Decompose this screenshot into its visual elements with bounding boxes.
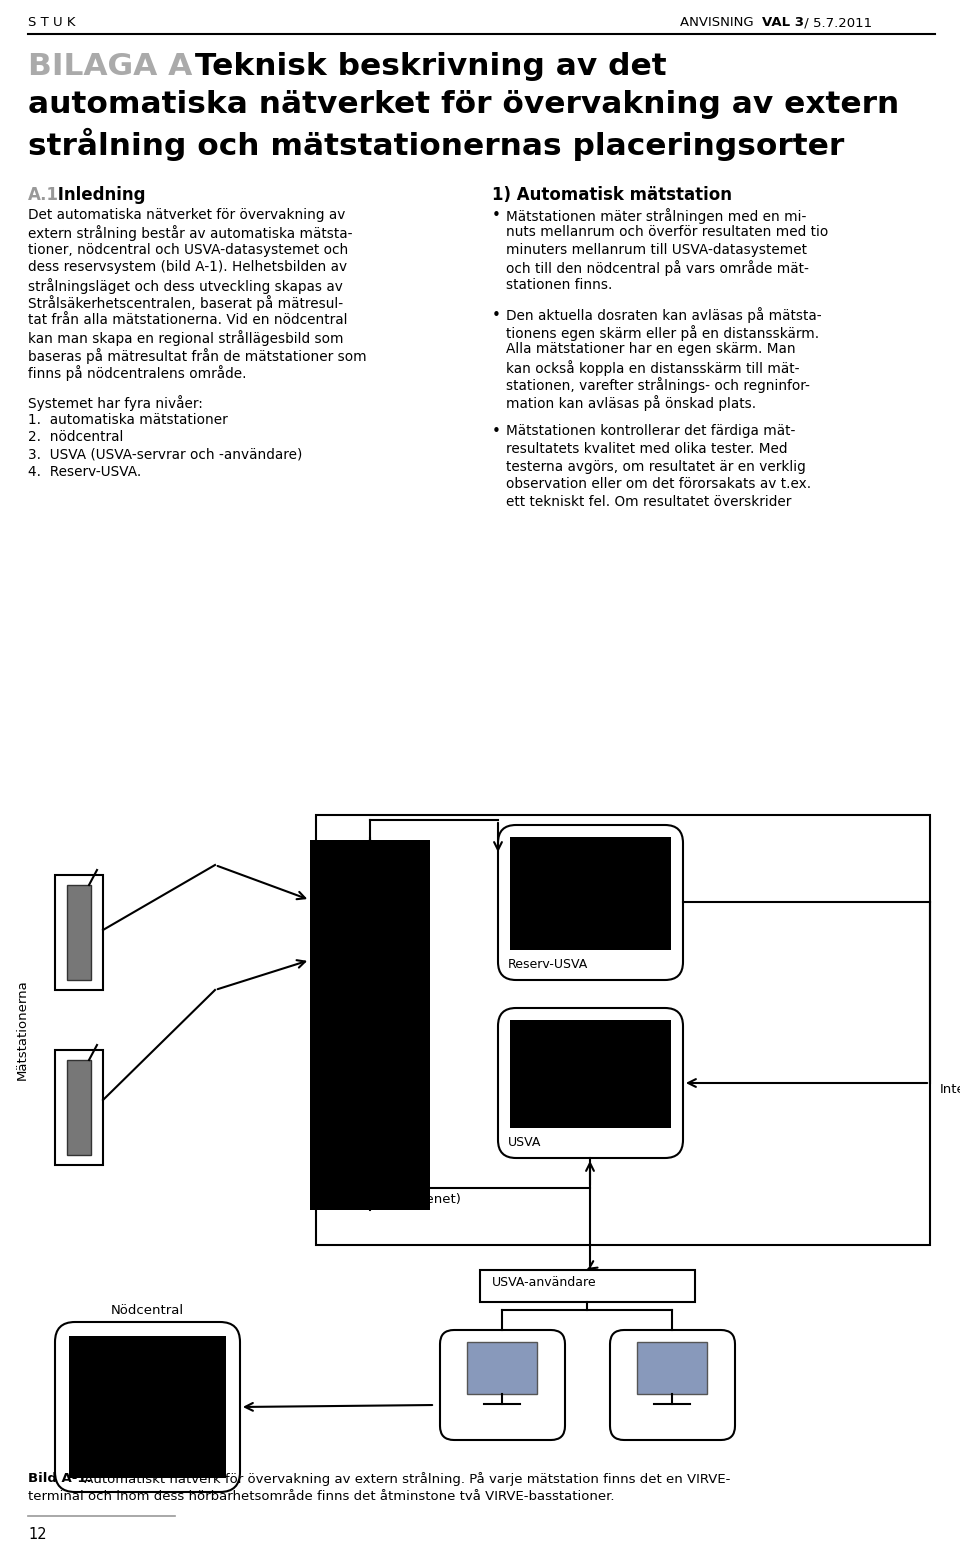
- Text: Teknisk beskrivning av det: Teknisk beskrivning av det: [195, 52, 666, 81]
- Bar: [55, 874, 103, 990]
- Text: Den aktuella dosraten kan avläsas på mätsta-: Den aktuella dosraten kan avläsas på mät…: [506, 308, 822, 324]
- Bar: [316, 815, 930, 1245]
- Text: 1.  automatiska mätstationer: 1. automatiska mätstationer: [28, 413, 228, 427]
- Text: / 5.7.2011: / 5.7.2011: [800, 16, 872, 30]
- Text: Automatiskt nätverk för övervakning av extern strålning. På varje mätstation fin: Automatiskt nätverk för övervakning av e…: [80, 1472, 731, 1486]
- Text: 4.  Reserv-USVA.: 4. Reserv-USVA.: [28, 465, 141, 479]
- Text: mation kan avläsas på önskad plats.: mation kan avläsas på önskad plats.: [506, 396, 756, 411]
- Text: Mätstationerna: Mätstationerna: [15, 979, 29, 1081]
- Text: 1) Automatisk mätstation: 1) Automatisk mätstation: [492, 186, 732, 203]
- Text: •: •: [492, 424, 501, 439]
- Bar: [510, 837, 671, 949]
- Text: minuters mellanrum till USVA-datasystemet: minuters mellanrum till USVA-datasysteme…: [506, 242, 807, 256]
- Bar: [67, 885, 91, 981]
- Text: Reserv-USVA: Reserv-USVA: [508, 959, 588, 971]
- Text: nuts mellanrum och överför resultaten med tio: nuts mellanrum och överför resultaten me…: [506, 225, 828, 239]
- Text: Inledning: Inledning: [52, 186, 146, 203]
- Text: observation eller om det förorsakats av t.ex.: observation eller om det förorsakats av …: [506, 477, 811, 491]
- Text: 2.  nödcentral: 2. nödcentral: [28, 430, 124, 444]
- Text: strålning och mätstationernas placeringsorter: strålning och mätstationernas placerings…: [28, 128, 844, 161]
- FancyBboxPatch shape: [55, 1322, 240, 1492]
- FancyBboxPatch shape: [610, 1329, 735, 1440]
- Text: ett tekniskt fel. Om resultatet överskrider: ett tekniskt fel. Om resultatet överskri…: [506, 494, 791, 508]
- Text: stationen, varefter strålnings- och regninfor-: stationen, varefter strålnings- och regn…: [506, 377, 810, 394]
- Text: USVA: USVA: [508, 1135, 541, 1150]
- Text: •: •: [492, 208, 501, 224]
- Text: Mätstationen mäter strålningen med en mi-: Mätstationen mäter strålningen med en mi…: [506, 208, 806, 224]
- Text: tat från alla mätstationerna. Vid en nödcentral: tat från alla mätstationerna. Vid en nöd…: [28, 313, 348, 327]
- Text: VAL 3: VAL 3: [762, 16, 804, 30]
- Text: Bild A-1.: Bild A-1.: [28, 1472, 91, 1484]
- Text: A.1: A.1: [28, 186, 59, 203]
- Bar: [510, 1020, 671, 1128]
- Text: kan också koppla en distansskärm till mät-: kan också koppla en distansskärm till mä…: [506, 360, 800, 375]
- Text: LAN (safenet): LAN (safenet): [370, 1193, 461, 1206]
- Text: Internet: Internet: [940, 1082, 960, 1096]
- Text: tioner, nödcentral och USVA-datasystemet och: tioner, nödcentral och USVA-datasystemet…: [28, 242, 348, 256]
- FancyBboxPatch shape: [498, 824, 683, 981]
- Text: Nödcentral: Nödcentral: [110, 1304, 183, 1317]
- Text: testerna avgörs, om resultatet är en verklig: testerna avgörs, om resultatet är en ver…: [506, 460, 805, 474]
- Text: baseras på mätresultat från de mätstationer som: baseras på mätresultat från de mätstatio…: [28, 349, 367, 364]
- Text: Systemet har fyra nivåer:: Systemet har fyra nivåer:: [28, 396, 203, 411]
- Text: •: •: [492, 308, 501, 322]
- Text: ANVISNING: ANVISNING: [680, 16, 757, 30]
- Bar: [310, 840, 430, 1211]
- Text: Strålsäkerhetscentralen, baserat på mätresul-: Strålsäkerhetscentralen, baserat på mätr…: [28, 296, 343, 311]
- Bar: [55, 1049, 103, 1165]
- Bar: [480, 1270, 695, 1301]
- FancyBboxPatch shape: [440, 1329, 565, 1440]
- Text: finns på nödcentralens område.: finns på nödcentralens område.: [28, 366, 247, 382]
- Text: automatiska nätverket för övervakning av extern: automatiska nätverket för övervakning av…: [28, 91, 900, 119]
- Bar: [69, 1336, 226, 1478]
- Bar: [637, 1342, 707, 1394]
- Bar: [67, 1060, 91, 1154]
- Text: och till den nödcentral på vars område mät-: och till den nödcentral på vars område m…: [506, 261, 809, 277]
- Text: BILAGA A: BILAGA A: [28, 52, 192, 81]
- Text: resultatets kvalitet med olika tester. Med: resultatets kvalitet med olika tester. M…: [506, 443, 787, 457]
- Text: 3.  USVA (USVA-servrar och -användare): 3. USVA (USVA-servrar och -användare): [28, 447, 302, 461]
- Text: Det automatiska nätverket för övervakning av: Det automatiska nätverket för övervaknin…: [28, 208, 346, 222]
- Text: Mätstationen kontrollerar det färdiga mät-: Mätstationen kontrollerar det färdiga mä…: [506, 424, 796, 438]
- Text: kan man skapa en regional strållägesbild som: kan man skapa en regional strållägesbild…: [28, 330, 344, 347]
- Text: S T U K: S T U K: [28, 16, 76, 30]
- Text: strålningsläget och dess utveckling skapas av: strålningsläget och dess utveckling skap…: [28, 278, 343, 294]
- FancyBboxPatch shape: [498, 1009, 683, 1157]
- Text: 12: 12: [28, 1526, 47, 1542]
- Text: stationen finns.: stationen finns.: [506, 278, 612, 292]
- Text: terminal och inom dess hörbarhetsområde finns det åtminstone två VIRVE-basstatio: terminal och inom dess hörbarhetsområde …: [28, 1489, 614, 1503]
- Text: dess reservsystem (bild A-1). Helhetsbilden av: dess reservsystem (bild A-1). Helhetsbil…: [28, 261, 348, 275]
- Text: tionens egen skärm eller på en distansskärm.: tionens egen skärm eller på en distanssk…: [506, 325, 819, 341]
- Text: extern strålning består av automatiska mätsta-: extern strålning består av automatiska m…: [28, 225, 352, 241]
- Text: Alla mätstationer har en egen skärm. Man: Alla mätstationer har en egen skärm. Man: [506, 343, 796, 357]
- Bar: [467, 1342, 537, 1394]
- Text: USVA-användare: USVA-användare: [492, 1276, 596, 1289]
